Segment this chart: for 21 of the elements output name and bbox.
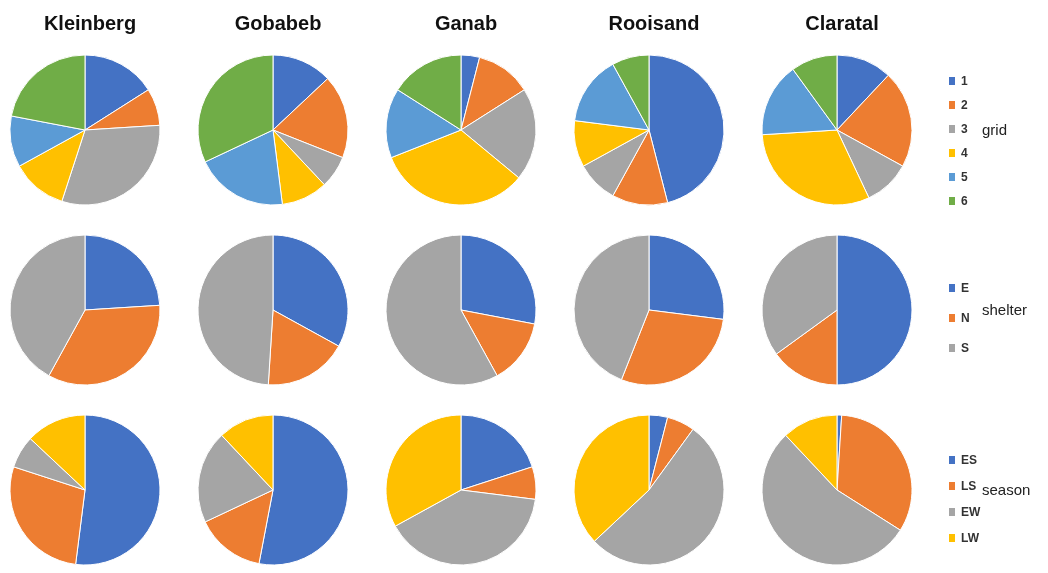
legend-label: N (961, 311, 970, 325)
legend-label: 3 (961, 122, 968, 136)
legend-label: LS (961, 479, 977, 493)
legend-label: E (961, 281, 970, 295)
legend-title: season (982, 481, 1031, 498)
chart-title: Rooisand (608, 12, 700, 34)
legend-label: 2 (961, 98, 968, 112)
legend-title: grid (982, 121, 1008, 138)
legend-label: 1 (961, 74, 968, 88)
chart-title: Gobabeb (234, 12, 322, 34)
chart-title: Ganab (434, 12, 498, 34)
legend-label: 5 (961, 170, 968, 184)
legend-label: 6 (961, 194, 968, 208)
legend-title: shelter (982, 301, 1028, 318)
chart-title: Claratal (805, 12, 879, 34)
legend-label: ES (961, 453, 978, 467)
chart-title: Kleinberg (43, 12, 137, 34)
legend-label: 4 (961, 146, 968, 160)
legend-label: LW (961, 531, 980, 545)
legend-label: EW (961, 505, 981, 519)
legend-label: S (961, 341, 970, 355)
